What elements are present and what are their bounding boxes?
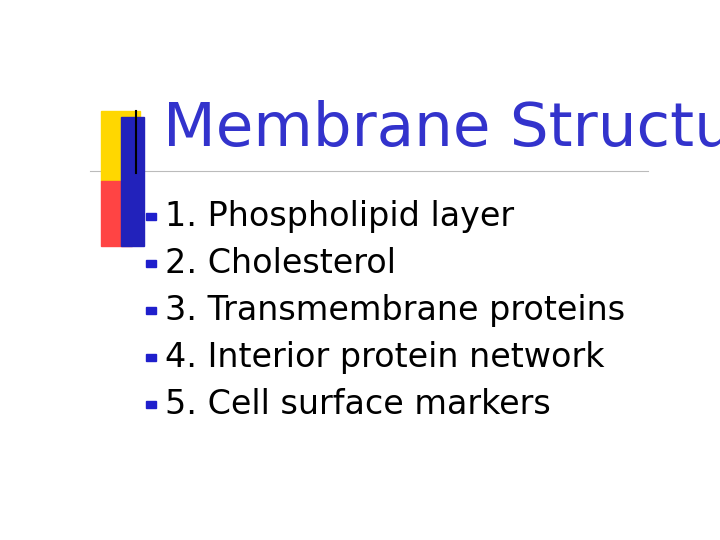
Bar [121,117,144,246]
Text: Membrane Structure: Membrane Structure [163,100,720,159]
Bar [101,181,132,246]
Bar [145,401,156,408]
Bar [101,111,140,181]
Text: 2. Cholesterol: 2. Cholesterol [166,247,396,280]
Text: 5. Cell surface markers: 5. Cell surface markers [166,388,551,421]
Bar [145,307,156,314]
Bar [145,354,156,361]
Text: 4. Interior protein network: 4. Interior protein network [166,341,605,374]
Text: 3. Transmembrane proteins: 3. Transmembrane proteins [166,294,626,327]
Bar [145,260,156,267]
Bar [145,213,156,220]
Text: 1. Phospholipid layer: 1. Phospholipid layer [166,200,515,233]
